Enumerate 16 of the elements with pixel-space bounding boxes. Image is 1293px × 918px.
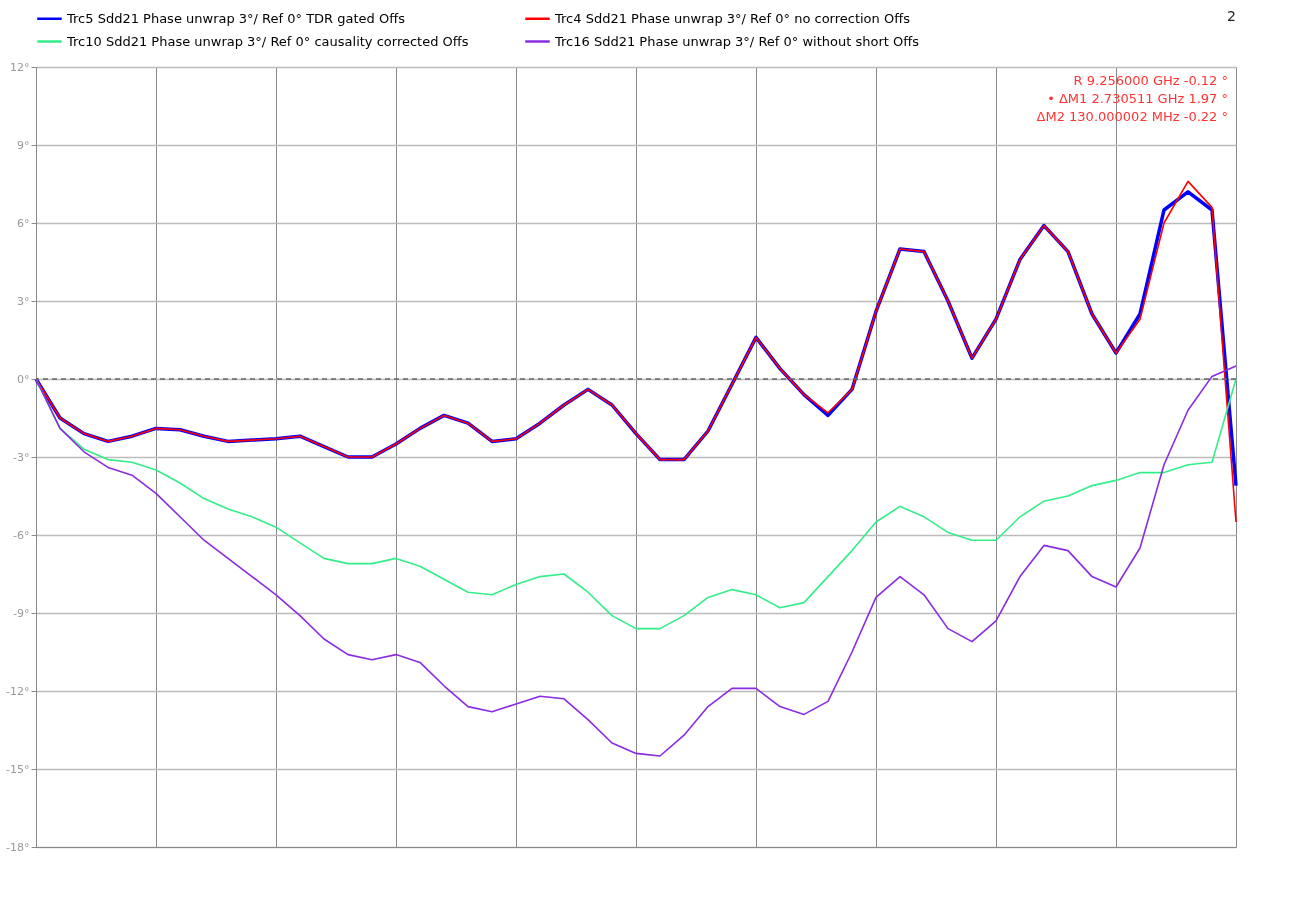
y-tick-label: 12° xyxy=(10,60,30,74)
y-tick-label: -15° xyxy=(6,762,30,776)
y-tick-label: -6° xyxy=(13,528,30,542)
y-tick-label: 3° xyxy=(17,294,30,308)
y-tick-label: -18° xyxy=(6,840,30,854)
legend-label: Trc4 Sdd21 Phase unwrap 3°/ Ref 0° no correction Offs xyxy=(554,10,911,26)
y-tick-label: 0° xyxy=(17,372,30,386)
legend-label: Trc16 Sdd21 Phase unwrap 3°/ Ref 0° without short Offs xyxy=(554,33,920,49)
y-tick-label: 6° xyxy=(17,216,30,230)
y-tick-label: -9° xyxy=(13,606,30,620)
legend-label: Trc5 Sdd21 Phase unwrap 3°/ Ref 0° TDR gated Offs xyxy=(66,10,406,26)
legend-label: Trc10 Sdd21 Phase unwrap 3°/ Ref 0° causality corrected Offs xyxy=(66,33,469,49)
y-tick-label: -12° xyxy=(6,684,30,698)
text: 2 xyxy=(1227,8,1236,24)
y-tick-label: 9° xyxy=(17,138,30,152)
y-tick-label: -3° xyxy=(13,450,30,464)
